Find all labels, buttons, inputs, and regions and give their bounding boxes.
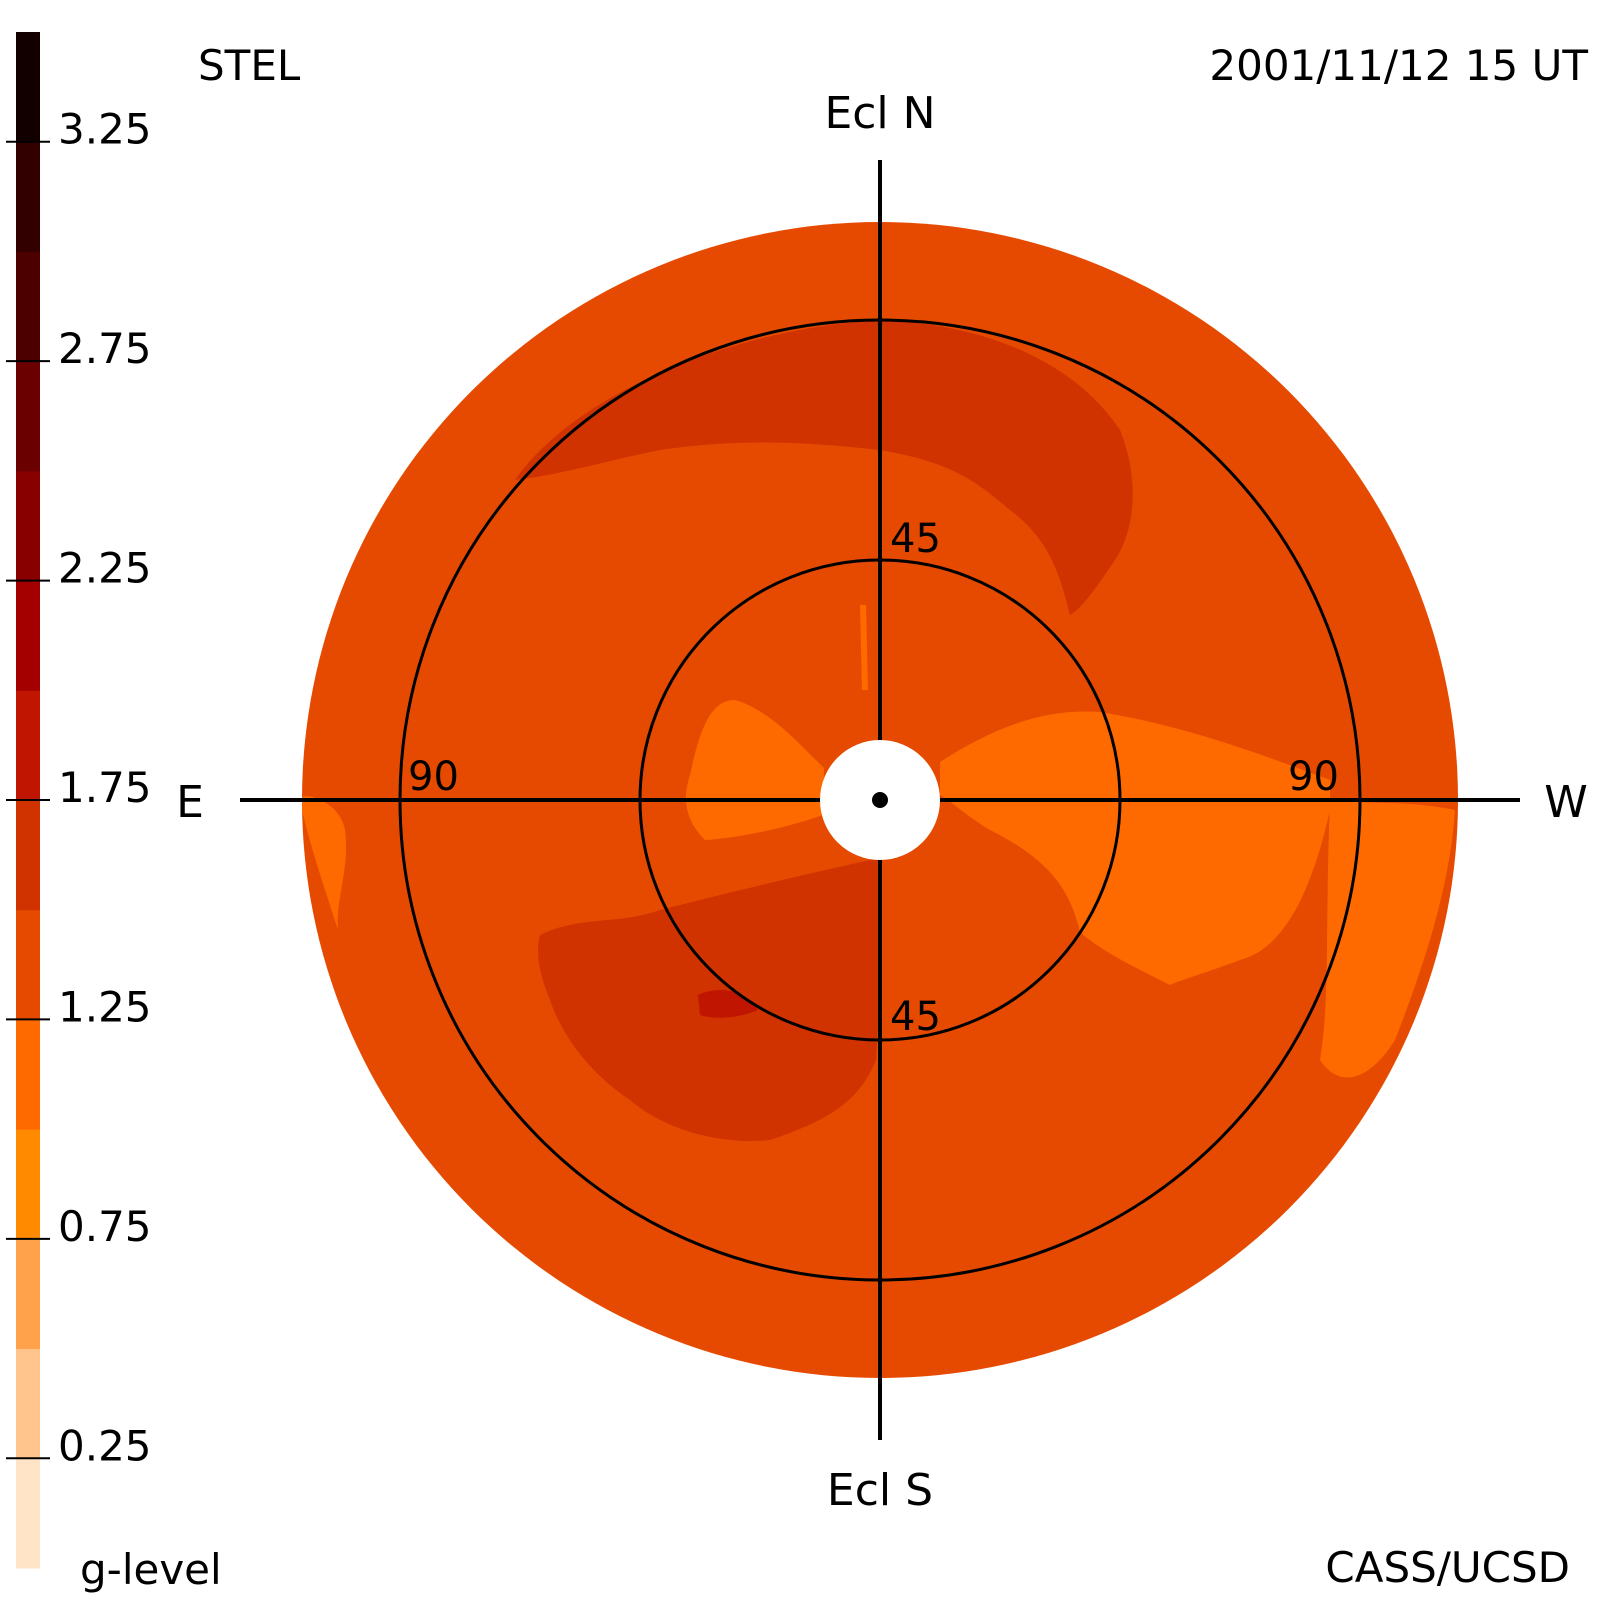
- direction-south: Ecl S: [827, 1465, 933, 1516]
- region-north-streak: [860, 605, 868, 690]
- colorbar: 0.25 0.75 1.25 1.75 2.25 2.75 3.25: [6, 32, 152, 1569]
- colorbar-bin-11: [16, 251, 40, 362]
- colorbar-tick-label-1: 0.75: [58, 1202, 152, 1251]
- colorbar-tick-label-4: 2.25: [58, 544, 152, 593]
- colorbar-tick-label-3: 1.75: [58, 763, 152, 812]
- instrument-label: STEL: [198, 41, 301, 90]
- colorbar-bin-0: [16, 1458, 40, 1569]
- region-inner-east-lobe: [685, 700, 824, 840]
- colorbar-bin-6: [16, 800, 40, 911]
- colorbar-tick-label-6: 3.25: [58, 105, 152, 154]
- colorbar-bin-13: [16, 32, 40, 143]
- colorbar-bin-12: [16, 141, 40, 252]
- colorbar-bin-7: [16, 690, 40, 801]
- colorbar-bin-10: [16, 361, 40, 472]
- ring-label-45-north: 45: [890, 516, 941, 562]
- credit-label: CASS/UCSD: [1325, 1543, 1570, 1592]
- skymap: 45 45 90 90 Ecl N Ecl S E W: [176, 88, 1588, 1516]
- ring-label-90-east: 90: [408, 754, 459, 800]
- colorbar-bin-8: [16, 580, 40, 691]
- ring-label-45-south: 45: [890, 994, 941, 1040]
- colorbar-tick-label-5: 2.75: [58, 324, 152, 373]
- colorbar-bin-5: [16, 909, 40, 1020]
- colorbar-bin-9: [16, 470, 40, 582]
- direction-west: W: [1544, 777, 1588, 828]
- region-north-arc: [515, 320, 1133, 615]
- region-east-rim: [302, 796, 346, 930]
- colorbar-bin-2: [16, 1238, 40, 1350]
- ring-label-90-west: 90: [1288, 754, 1339, 800]
- region-inner-west-lobe: [940, 711, 1330, 985]
- colorbar-tick-label-0: 0.25: [58, 1421, 152, 1470]
- direction-east: E: [176, 777, 204, 828]
- colorbar-bin-1: [16, 1348, 40, 1459]
- direction-north: Ecl N: [824, 88, 935, 139]
- colorbar-tick-label-2: 1.25: [58, 982, 152, 1031]
- timestamp-label: 2001/11/12 15 UT: [1209, 41, 1588, 90]
- colorbar-label: g-level: [80, 1545, 222, 1594]
- colorbar-bin-4: [16, 1019, 40, 1130]
- colorbar-bin-3: [16, 1129, 40, 1240]
- sun-center-dot: [872, 792, 888, 808]
